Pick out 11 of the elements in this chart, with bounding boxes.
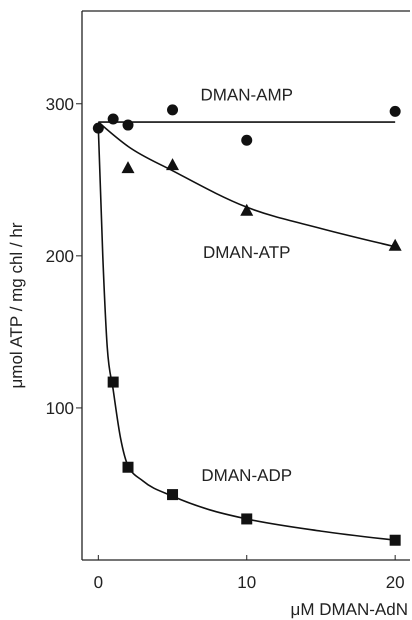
y-tick-label: 300: [46, 94, 74, 114]
x-tick-label: 10: [237, 573, 256, 592]
series-label: DMAN-ADP: [201, 466, 292, 485]
x-tick-label: 20: [386, 573, 405, 592]
y-tick-label: 200: [46, 246, 74, 266]
x-axis-title: μM DMAN-AdN: [290, 600, 408, 619]
y-tick-label: 100: [46, 398, 74, 418]
series-label: DMAN-AMP: [200, 85, 294, 104]
text: DMAN-ATP: [202, 243, 290, 262]
x-tick-label: 0: [94, 573, 104, 592]
y-axis-title: μmol ATP / mg chl / hr: [7, 222, 26, 388]
